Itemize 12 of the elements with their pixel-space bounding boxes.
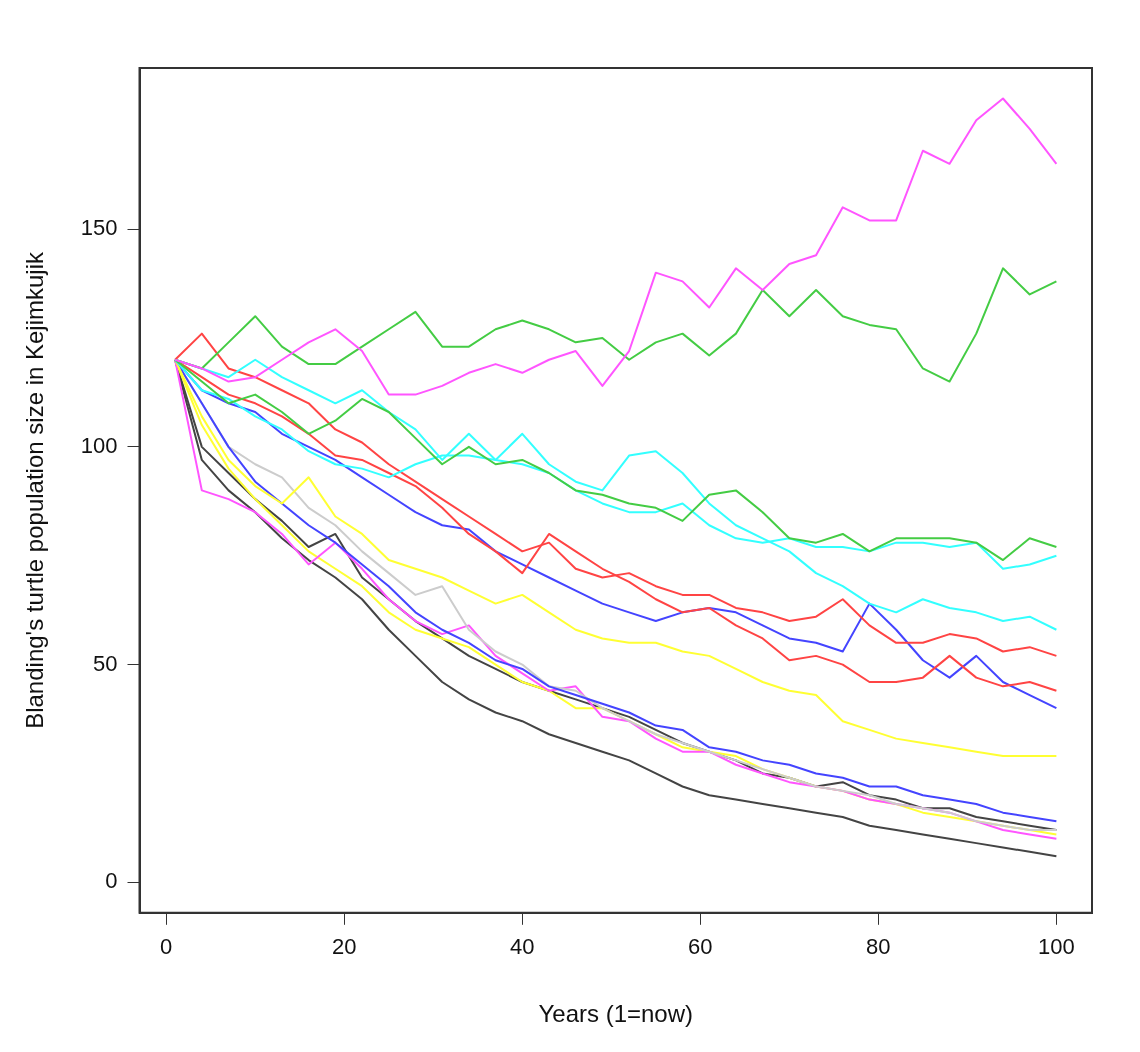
y-tick-label: 100: [80, 432, 118, 458]
y-tick-label: 150: [80, 215, 118, 241]
x-tick-label: 100: [1038, 934, 1075, 960]
x-axis-title: Years (1=now): [538, 1000, 694, 1028]
y-tick-label: 50: [93, 650, 118, 676]
x-tick-label: 40: [510, 934, 535, 960]
x-tick-label: 0: [160, 934, 173, 960]
y-axis-title: Blanding's turtle population size in Kejimkujik: [21, 250, 49, 729]
y-tick-label: 0: [105, 868, 118, 894]
x-tick-label: 80: [866, 934, 891, 960]
x-tick-label: 20: [332, 934, 357, 960]
x-tick-label: 60: [688, 934, 713, 960]
